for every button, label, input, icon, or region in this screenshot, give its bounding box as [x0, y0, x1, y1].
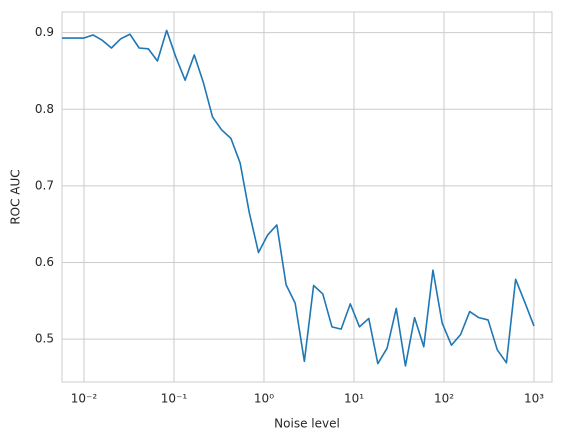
y-tick-label: 0.5 — [35, 332, 54, 346]
x-tick-label: 10¹ — [344, 392, 364, 406]
x-axis-label: Noise level — [274, 417, 340, 431]
x-tick-label: 10³ — [524, 392, 544, 406]
y-tick-label: 0.8 — [35, 102, 54, 116]
x-tick-label: 10⁻² — [71, 392, 98, 406]
y-tick-label: 0.7 — [35, 178, 54, 192]
x-tick-label: 10⁻¹ — [161, 392, 188, 406]
x-tick-label: 10² — [434, 392, 454, 406]
plot-frame — [61, 11, 553, 383]
y-axis-label: ROC AUC — [9, 169, 23, 224]
y-tick-label: 0.9 — [35, 25, 54, 39]
line — [62, 29, 535, 367]
y-tick-label: 0.6 — [35, 255, 54, 269]
x-tick-label: 10⁰ — [254, 392, 274, 406]
